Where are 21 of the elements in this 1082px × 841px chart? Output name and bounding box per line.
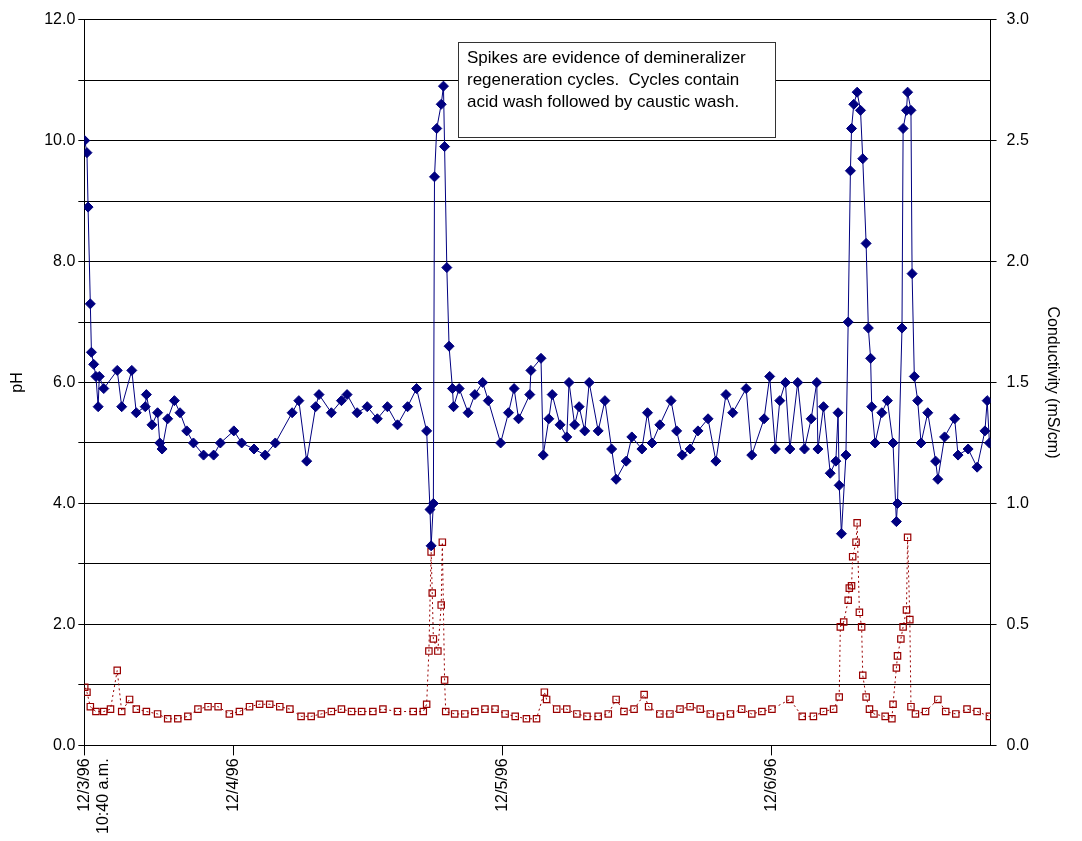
y-tick-label: 10.0 [44, 130, 76, 148]
y2-tick-label: 1.5 [1006, 372, 1029, 390]
y2-tick-label: 1.0 [1006, 493, 1029, 511]
x-tick-label: 12/6/96 [762, 758, 780, 812]
y-tick-label: 0.0 [53, 735, 76, 753]
x-tick-label: 12/5/96 [493, 758, 511, 812]
y-tick-label: 6.0 [53, 372, 76, 390]
y2-axis-title: Conductivity (mS/cm) [1044, 306, 1062, 459]
y-tick-label: 4.0 [53, 493, 76, 511]
y-tick-label: 12.0 [44, 10, 76, 28]
y2-tick-label: 2.0 [1006, 251, 1029, 269]
y2-tick-label: 3.0 [1006, 10, 1029, 28]
y-tick-label: 2.0 [53, 614, 76, 632]
y2-tick-label: 0.5 [1006, 614, 1029, 632]
x-tick-label: 12/4/96 [224, 758, 242, 812]
y2-tick-label: 2.5 [1006, 130, 1029, 148]
annotation: Spikes are evidence of demineralizer regeneration cycles. Cycles contain acid wash followed by caustic wash. [458, 42, 776, 138]
y-tick-label: 8.0 [53, 251, 76, 269]
y-axis-title: pH [8, 372, 26, 393]
y2-tick-label: 0.0 [1006, 735, 1029, 753]
x-tick-label: 12/3/96 10:40 a.m. [74, 758, 111, 835]
